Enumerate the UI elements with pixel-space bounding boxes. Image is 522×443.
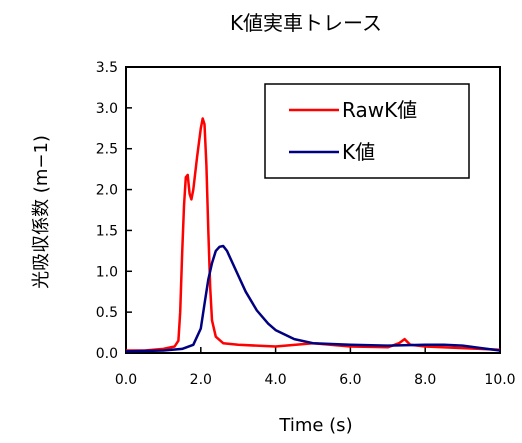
y-tick-label: 3.0 [96, 101, 118, 117]
y-tick-label: 0.5 [96, 305, 118, 321]
y-tick-label: 0.0 [96, 346, 118, 362]
y-tick-label: 3.5 [96, 60, 118, 76]
y-tick-label: 2.0 [96, 183, 118, 199]
y-tick-label: 1.0 [96, 264, 118, 280]
y-axis-label: 光吸収係数 (m−1) [31, 135, 52, 289]
x-axis-label: Time (s) [278, 415, 352, 436]
legend-label: RawK値 [342, 98, 417, 122]
x-tick-label: 0.0 [115, 372, 137, 388]
legend-label: K値 [342, 140, 375, 164]
y-tick-label: 2.5 [96, 142, 118, 158]
x-tick-label: 6.0 [339, 372, 361, 388]
y-tick-label: 1.5 [96, 223, 118, 239]
x-tick-label: 10.0 [484, 372, 515, 388]
x-tick-label: 4.0 [264, 372, 286, 388]
legend-box [264, 83, 470, 179]
series-line-k [125, 244, 501, 353]
plot-area: 0.0 0.5 1.0 1.5 2.0 2.5 3.0 3.5 0.0 2.0 4.0 6.0 8.0 1… [96, 60, 516, 388]
x-tick-label: 2.0 [190, 372, 212, 388]
chart-title: K値実車トレース [230, 11, 382, 35]
x-tick-label: 8.0 [414, 372, 436, 388]
